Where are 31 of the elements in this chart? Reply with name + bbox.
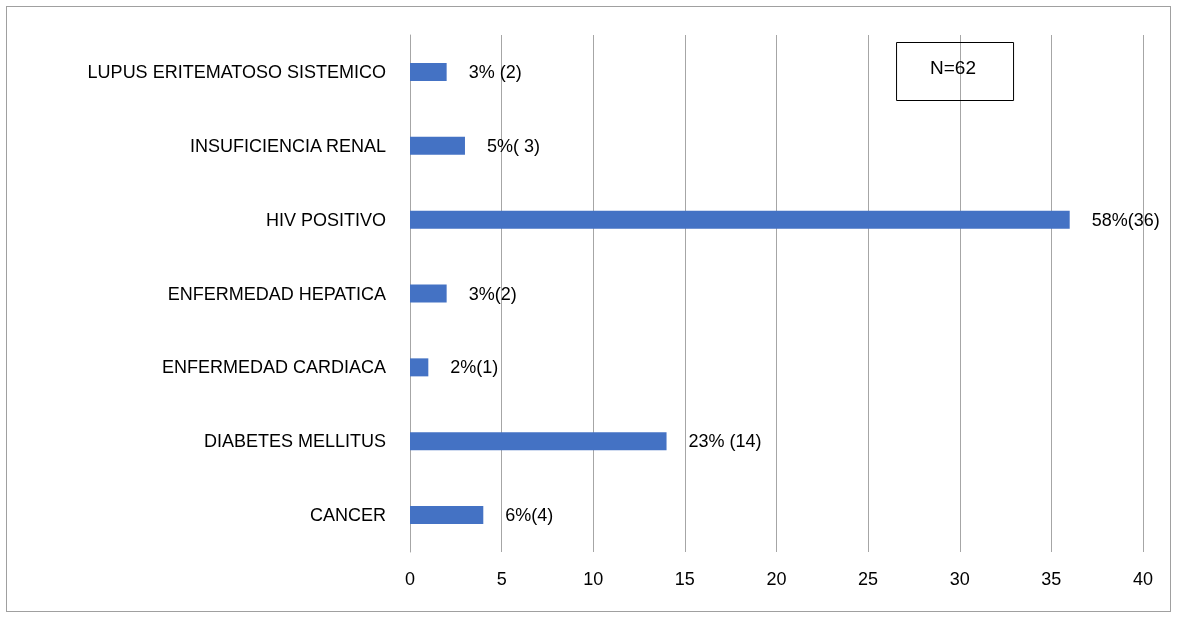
- data-label: 2%(1): [450, 357, 499, 378]
- data-label: 3%(2): [468, 283, 517, 304]
- bar: [410, 136, 465, 155]
- bar: [410, 506, 484, 525]
- bar: [410, 358, 429, 377]
- data-label: 6%(4): [505, 505, 554, 526]
- y-tick-label: HIV POSITIVO: [265, 209, 386, 230]
- x-tick-label: 40: [1132, 569, 1154, 589]
- x-tick-label: 10: [583, 569, 604, 589]
- data-label: 5%( 3): [486, 135, 540, 156]
- data-label: 58%(36): [1091, 209, 1160, 230]
- y-tick-label: ENFERMEDAD CARDIACA: [161, 357, 386, 378]
- data-label: 3% (2): [468, 61, 522, 82]
- y-tick-label: DIABETES MELLITUS: [203, 431, 386, 452]
- bar: [410, 432, 667, 451]
- bar: [410, 210, 1070, 229]
- x-tick-label: 25: [858, 569, 879, 589]
- annotation: N=62: [930, 57, 976, 78]
- y-tick-label: INSUFICIENCIA RENAL: [189, 135, 386, 156]
- bar: [410, 62, 447, 81]
- bar: [410, 284, 447, 303]
- x-tick-label: 30: [949, 569, 970, 589]
- x-tick-label: 15: [674, 569, 695, 589]
- y-tick-label: LUPUS ERITEMATOSO SISTEMICO: [87, 61, 386, 82]
- y-tick-label: ENFERMEDAD HEPATICA: [167, 283, 386, 304]
- x-tick-label: 35: [1041, 569, 1062, 589]
- x-tick-label: 0: [404, 569, 416, 589]
- x-tick-label: 5: [496, 569, 507, 589]
- x-tick-label: 20: [766, 569, 787, 589]
- y-tick-label: CANCER: [309, 505, 386, 526]
- data-label: 23% (14): [688, 431, 762, 452]
